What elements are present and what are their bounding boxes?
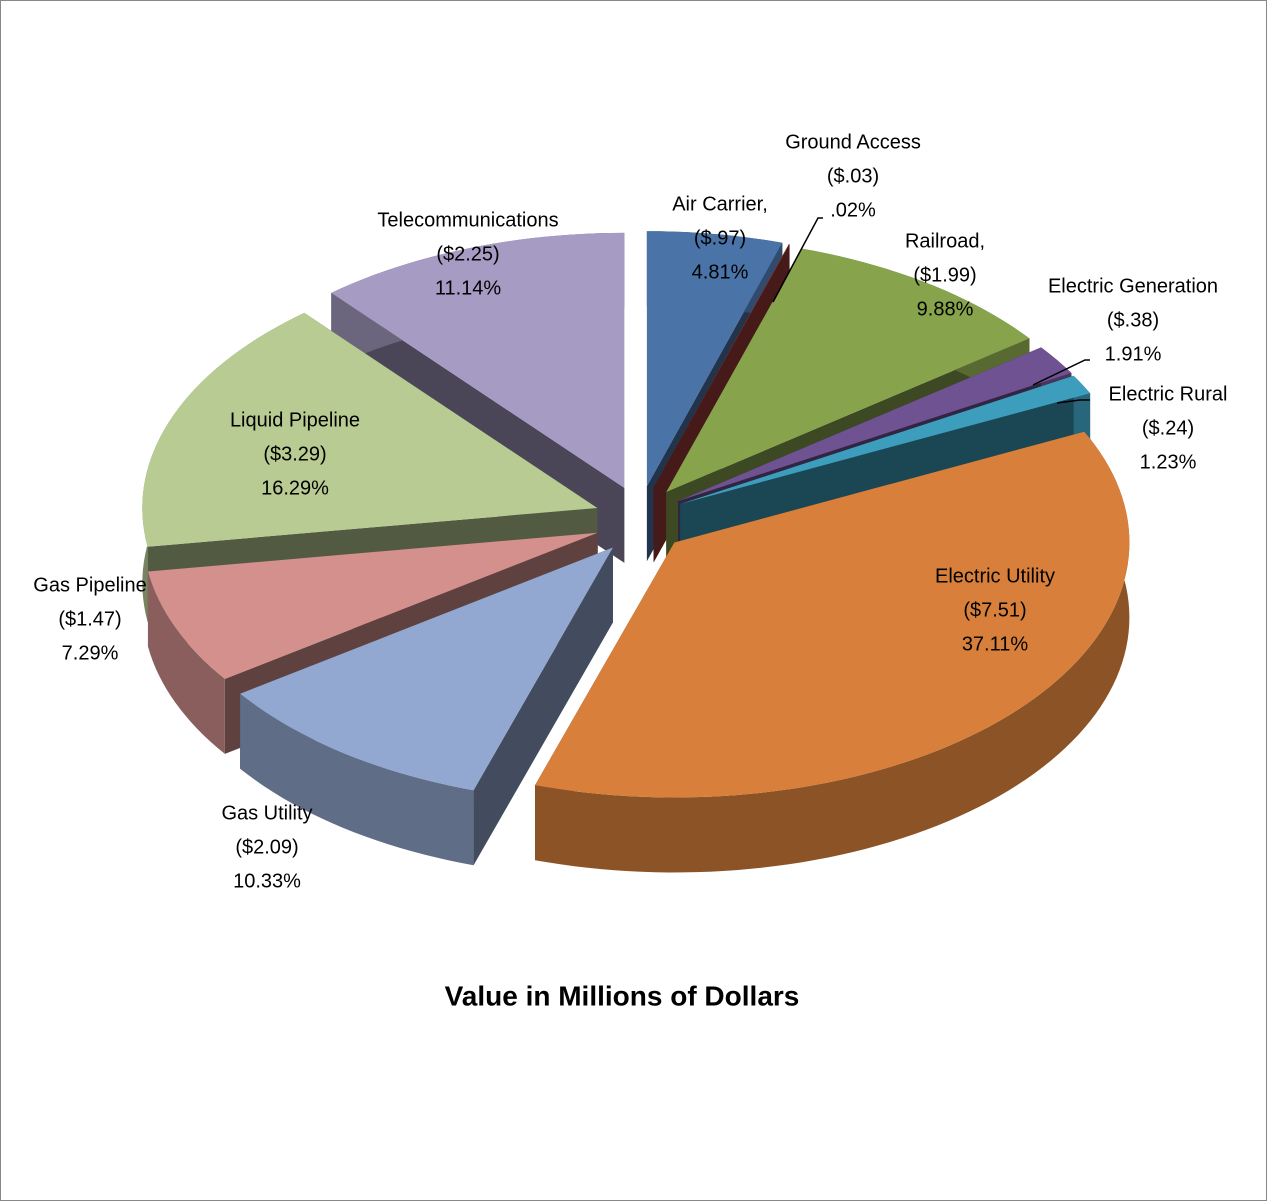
slice-amount: ($.97) bbox=[694, 227, 746, 249]
leader-line bbox=[772, 217, 823, 303]
leader-line bbox=[1056, 399, 1090, 404]
slice bbox=[677, 347, 1072, 502]
chart-title: Value in Millions of Dollars bbox=[445, 980, 800, 1011]
slice-name: Electric Generation bbox=[1048, 275, 1218, 297]
slice-amount: ($7.51) bbox=[963, 599, 1026, 621]
slice-name: Air Carrier, bbox=[672, 193, 768, 215]
slice-amount: ($.38) bbox=[1107, 309, 1159, 331]
slice-group bbox=[535, 431, 1130, 873]
slice-side bbox=[240, 693, 474, 866]
slice bbox=[147, 532, 598, 679]
slice-percent: 9.88% bbox=[917, 298, 974, 320]
slice-name: Ground Access bbox=[785, 131, 921, 153]
slice bbox=[666, 248, 1030, 493]
slice-group bbox=[240, 547, 613, 866]
slice-percent: 1.91% bbox=[1105, 343, 1162, 365]
slice-percent: 37.11% bbox=[962, 633, 1029, 655]
slice-amount: ($1.47) bbox=[58, 608, 121, 630]
slice-amount: ($2.09) bbox=[235, 836, 298, 858]
slice-percent: .02% bbox=[830, 199, 876, 221]
slice-name: Railroad, bbox=[905, 230, 985, 252]
slice bbox=[646, 231, 783, 487]
slice bbox=[331, 232, 625, 488]
slice-percent: 10.33% bbox=[233, 870, 301, 892]
slice-name: Telecommunications bbox=[377, 209, 558, 231]
slice-name: Electric Rural bbox=[1109, 383, 1228, 405]
slice-percent: 16.29% bbox=[261, 477, 329, 499]
slice bbox=[535, 431, 1130, 798]
slice bbox=[680, 375, 1091, 504]
slice-name: Gas Utility bbox=[221, 802, 312, 824]
slice-amount: ($1.99) bbox=[913, 264, 976, 286]
slice-amount: ($.24) bbox=[1142, 417, 1194, 439]
pie bbox=[142, 231, 1130, 873]
slice-percent: 4.81% bbox=[692, 261, 749, 283]
slice bbox=[240, 547, 613, 791]
slice-amount: ($2.25) bbox=[436, 243, 499, 265]
slice-amount: ($.03) bbox=[827, 165, 879, 187]
leader-line bbox=[1032, 359, 1090, 386]
slice-percent: 7.29% bbox=[62, 642, 119, 664]
slice-side bbox=[147, 571, 225, 754]
slice-percent: 11.14% bbox=[435, 277, 502, 299]
slice bbox=[142, 312, 598, 547]
slice-side bbox=[535, 431, 1130, 873]
slice-name: Gas Pipeline bbox=[33, 574, 146, 596]
labels: Air Carrier, ($.97) 4.81% Ground Access ($.0… bbox=[33, 131, 1227, 892]
slice-name: Liquid Pipeline bbox=[230, 409, 360, 431]
slice-percent: 1.23% bbox=[1140, 451, 1197, 473]
slice-name: Electric Utility bbox=[935, 565, 1055, 587]
slice-amount: ($3.29) bbox=[263, 443, 326, 465]
slice bbox=[653, 243, 790, 488]
